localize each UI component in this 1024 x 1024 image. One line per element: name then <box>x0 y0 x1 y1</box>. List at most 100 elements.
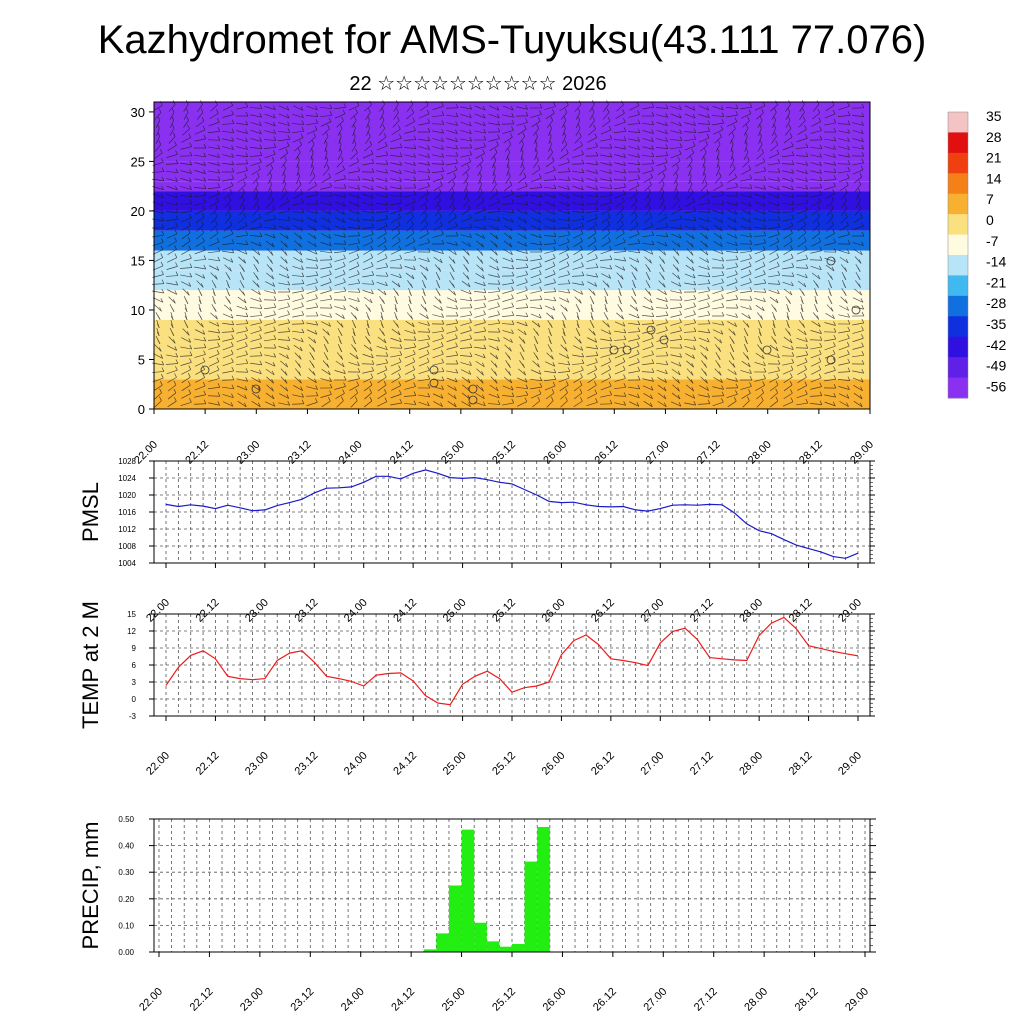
wind-barb-flag <box>287 327 291 332</box>
wind-barb-flag <box>287 216 291 221</box>
wind-barb <box>530 201 542 207</box>
wind-barb-flag <box>861 311 865 317</box>
wind-barb <box>852 146 864 150</box>
wind-barb-flag <box>231 384 235 389</box>
wind-barb <box>292 211 304 213</box>
wind-barb-flag <box>805 273 808 279</box>
wind-barb <box>474 130 486 134</box>
wind-barb-flag <box>287 336 291 341</box>
wind-barb <box>363 384 373 392</box>
wind-barb-flag <box>273 343 277 349</box>
wind-barb-flag <box>357 224 361 229</box>
wind-barb-flag <box>217 136 221 141</box>
wind-barb-flag <box>717 355 721 360</box>
wind-barb <box>628 322 640 326</box>
wind-barb-flag <box>160 298 164 303</box>
wind-barb <box>196 112 204 120</box>
wind-barb-flag <box>604 307 608 313</box>
wind-barb <box>702 167 706 177</box>
wind-barb <box>656 362 668 366</box>
colorbar-swatch <box>948 295 968 317</box>
wind-barb-flag <box>411 228 415 234</box>
wind-barb-flag <box>495 386 499 392</box>
wind-barb <box>378 128 386 136</box>
wind-barb-flag <box>847 152 851 158</box>
wind-barb <box>208 321 220 327</box>
wind-barb-flag <box>763 270 766 275</box>
wind-barb <box>208 241 220 247</box>
wind-barb-flag <box>188 381 191 386</box>
wind-barb-flag <box>787 116 791 121</box>
wind-barb-flag <box>679 129 682 134</box>
wind-barb-flag <box>355 388 359 394</box>
wind-barb-flag <box>371 216 375 221</box>
wind-barb-flag <box>777 289 780 294</box>
wind-barb <box>810 403 822 405</box>
wind-barb <box>278 219 290 221</box>
wind-barb-flag <box>707 310 711 316</box>
wind-barb-flag <box>494 363 498 368</box>
wind-barb-flag <box>314 330 318 335</box>
wind-barb <box>768 193 780 199</box>
wind-barb-flag <box>576 315 580 321</box>
wind-barb-flag <box>201 323 204 328</box>
wind-barb <box>614 170 626 174</box>
wind-barb-flag <box>707 272 711 277</box>
wind-barb <box>712 203 724 205</box>
precip-bar <box>423 949 437 952</box>
wind-barb-flag <box>692 394 696 399</box>
wind-barb-flag <box>537 117 541 122</box>
wind-barb <box>180 355 192 357</box>
wind-barb <box>713 185 723 191</box>
wind-barb-flag <box>343 296 347 301</box>
wind-barb-flag <box>495 188 499 194</box>
wind-barb <box>266 168 274 176</box>
wind-barb-flag <box>744 139 748 145</box>
wind-barb-flag <box>216 357 220 362</box>
wind-barb <box>754 249 766 255</box>
wind-barb <box>377 249 387 255</box>
wind-barb-flag <box>329 270 332 275</box>
wind-barb <box>614 369 626 375</box>
wind-barb-flag <box>759 123 762 129</box>
wind-barb <box>418 186 430 190</box>
wind-barb-flag <box>731 132 735 137</box>
wind-barb <box>320 250 332 254</box>
wind-barb-flag <box>524 397 528 402</box>
wind-barb-flag <box>189 358 192 363</box>
wind-barb-flag <box>803 330 807 336</box>
wind-barb <box>338 135 342 145</box>
wind-barb-flag <box>759 339 762 345</box>
temp2m-xtick-label: 23.12 <box>292 750 320 778</box>
wind-barb-flag <box>285 259 288 264</box>
wind-barb-flag <box>707 208 711 213</box>
wind-barb <box>488 218 500 222</box>
wind-barb <box>714 176 722 184</box>
wind-barb-flag <box>832 189 835 194</box>
wind-barb-flag <box>777 208 781 214</box>
wind-barb <box>657 392 667 400</box>
wind-barb <box>406 216 414 224</box>
wind-barb <box>600 249 612 255</box>
wind-barb-flag <box>648 204 651 209</box>
wind-barb-flag <box>525 312 529 317</box>
wind-barb <box>601 216 611 224</box>
wind-barb <box>824 186 836 190</box>
wind-barb <box>725 195 739 197</box>
wind-barb-flag <box>651 359 655 364</box>
wind-barb <box>391 240 401 248</box>
wind-barb-flag <box>455 311 459 317</box>
wind-barb-flag <box>201 212 205 218</box>
wind-barb-flag <box>479 164 483 169</box>
wind-barb-flag <box>231 320 235 326</box>
wind-barb <box>684 122 696 126</box>
wind-barb <box>393 104 399 112</box>
wind-barb-flag <box>748 165 752 170</box>
wind-barb-flag <box>721 302 725 308</box>
wind-barb-flag <box>328 234 332 239</box>
wind-barb-flag <box>328 117 332 122</box>
wind-barb <box>768 353 780 359</box>
wind-barb <box>377 384 387 392</box>
wind-barb-flag <box>846 173 850 179</box>
wind-barb-flag <box>494 180 497 185</box>
